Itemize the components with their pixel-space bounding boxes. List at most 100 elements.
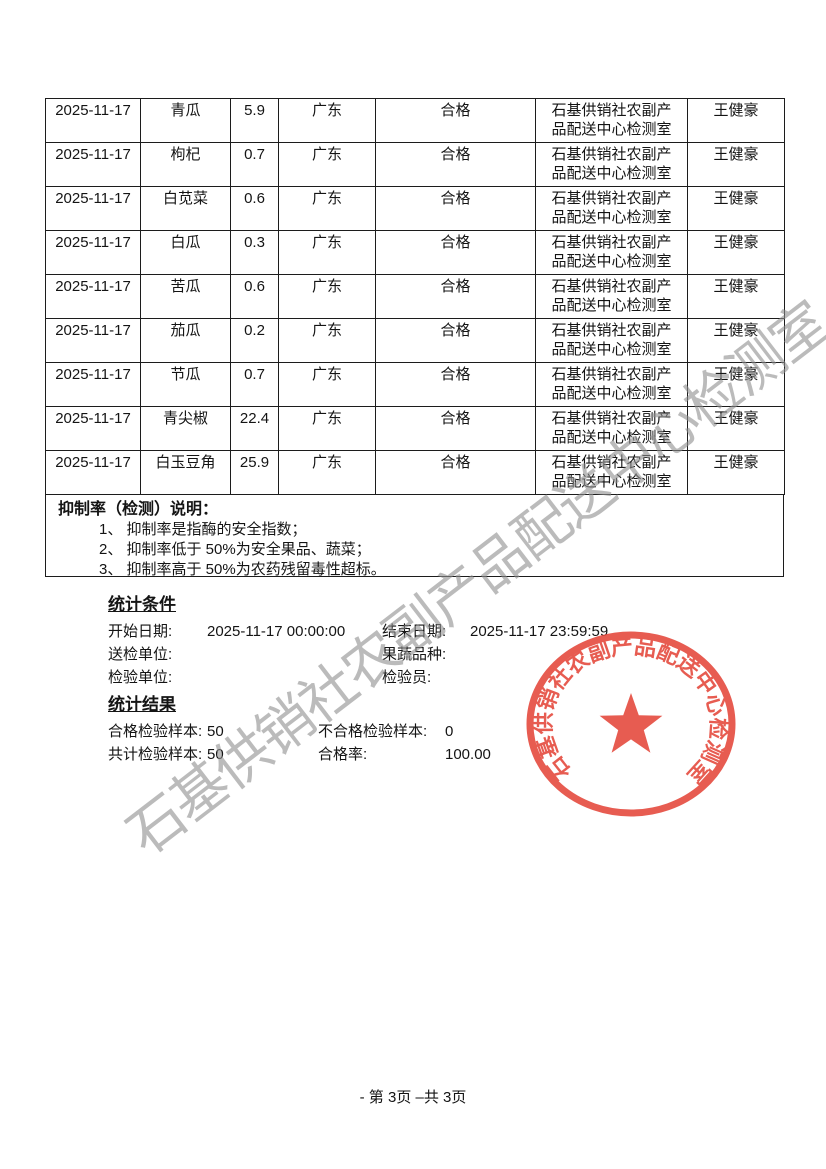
cell-region: 广东	[278, 406, 376, 451]
cell-product: 白玉豆角	[140, 450, 231, 495]
cell-inspector: 王健豪	[687, 230, 785, 275]
cell-region: 广东	[278, 98, 376, 143]
table-row: 2025-11-17 茄瓜 0.2 广东 合格 石基供销社农副产品配送中心检测室…	[45, 318, 785, 363]
org-text: 石基供销社农副产品配送中心检测室	[551, 234, 672, 270]
inhibition-rate-notes: 抑制率（检测）说明： 1、 抑制率是指酶的安全指数； 2、 抑制率低于 50%为…	[45, 494, 784, 578]
cell-region: 广东	[278, 362, 376, 407]
cell-date: 2025-11-17	[45, 362, 141, 407]
cell-inspector: 王健豪	[687, 318, 785, 363]
cell-result: 合格	[375, 318, 536, 363]
table-row: 2025-11-17 苦瓜 0.6 广东 合格 石基供销社农副产品配送中心检测室…	[45, 274, 785, 319]
cell-inspector: 王健豪	[687, 186, 785, 231]
cell-product: 茄瓜	[140, 318, 231, 363]
sender-unit-label: 送检单位:	[108, 646, 173, 663]
cell-date: 2025-11-17	[45, 98, 141, 143]
statistics-results: 统计结果 合格检验样本: 50 不合格检验样本: 0 共计检验样本: 50 合格…	[108, 695, 491, 766]
notes-item-3: 3、 抑制率高于 50%为农药残留毒性超标。	[99, 561, 386, 578]
pass-rate-value: 100.00	[445, 746, 491, 763]
cell-date: 2025-11-17	[45, 142, 141, 187]
cell-product: 枸杞	[140, 142, 231, 187]
notes-item-1: 1、 抑制率是指酶的安全指数；	[99, 521, 307, 538]
cell-value: 5.9	[230, 98, 279, 143]
cell-result: 合格	[375, 362, 536, 407]
cell-org: 石基供销社农副产品配送中心检测室	[535, 362, 688, 407]
cell-date: 2025-11-17	[45, 406, 141, 451]
cell-result: 合格	[375, 142, 536, 187]
cell-value: 0.7	[230, 362, 279, 407]
start-date-value: 2025-11-17 00:00:00	[207, 623, 346, 640]
table-row: 2025-11-17 白玉豆角 25.9 广东 合格 石基供销社农副产品配送中心…	[45, 450, 785, 495]
cell-org: 石基供销社农副产品配送中心检测室	[535, 142, 688, 187]
table-row: 2025-11-17 枸杞 0.7 广东 合格 石基供销社农副产品配送中心检测室…	[45, 142, 785, 187]
inspection-results-table: 2025-11-17 青瓜 5.9 广东 合格 石基供销社农副产品配送中心检测室…	[45, 98, 785, 495]
page-number: - 第 3页 –共 3页	[359, 1089, 467, 1106]
cell-inspector: 王健豪	[687, 98, 785, 143]
cell-date: 2025-11-17	[45, 230, 141, 275]
cell-date: 2025-11-17	[45, 186, 141, 231]
org-text: 石基供销社农副产品配送中心检测室	[551, 102, 672, 138]
total-samples-value: 50	[207, 746, 224, 763]
cell-result: 合格	[375, 230, 536, 275]
table-row: 2025-11-17 青尖椒 22.4 广东 合格 石基供销社农副产品配送中心检…	[45, 406, 785, 451]
table-row: 2025-11-17 节瓜 0.7 广东 合格 石基供销社农副产品配送中心检测室…	[45, 362, 785, 407]
org-text: 石基供销社农副产品配送中心检测室	[551, 190, 672, 226]
star-icon	[599, 693, 663, 753]
cell-org: 石基供销社农副产品配送中心检测室	[535, 186, 688, 231]
statistics-conditions: 统计条件 开始日期: 2025-11-17 00:00:00 结束日期: 202…	[108, 595, 608, 689]
cell-region: 广东	[278, 318, 376, 363]
cell-value: 0.7	[230, 142, 279, 187]
cell-product: 青尖椒	[140, 406, 231, 451]
cell-value: 0.6	[230, 186, 279, 231]
total-samples-label: 共计检验样本:	[108, 746, 203, 763]
stats-results-heading: 统计结果	[108, 695, 176, 714]
pass-rate-label: 合格率:	[318, 746, 368, 763]
cell-result: 合格	[375, 406, 536, 451]
cell-inspector: 王健豪	[687, 362, 785, 407]
table-row: 2025-11-17 白瓜 0.3 广东 合格 石基供销社农副产品配送中心检测室…	[45, 230, 785, 275]
failed-samples-label: 不合格检验样本:	[318, 723, 428, 740]
cell-region: 广东	[278, 142, 376, 187]
cell-result: 合格	[375, 98, 536, 143]
cell-inspector: 王健豪	[687, 274, 785, 319]
end-date-label: 结束日期:	[382, 623, 447, 640]
cell-product: 苦瓜	[140, 274, 231, 319]
notes-item-2: 2、 抑制率低于 50%为安全果品、蔬菜；	[99, 541, 371, 558]
cell-product: 节瓜	[140, 362, 231, 407]
cell-region: 广东	[278, 230, 376, 275]
cell-region: 广东	[278, 450, 376, 495]
cell-value: 0.6	[230, 274, 279, 319]
cell-region: 广东	[278, 274, 376, 319]
cell-date: 2025-11-17	[45, 274, 141, 319]
cell-org: 石基供销社农副产品配送中心检测室	[535, 274, 688, 319]
cell-inspector: 王健豪	[687, 450, 785, 495]
org-text: 石基供销社农副产品配送中心检测室	[551, 410, 672, 446]
cell-org: 石基供销社农副产品配送中心检测室	[535, 318, 688, 363]
cell-product: 青瓜	[140, 98, 231, 143]
cell-result: 合格	[375, 186, 536, 231]
cell-value: 25.9	[230, 450, 279, 495]
sender-unit-value	[207, 643, 382, 666]
cell-org: 石基供销社农副产品配送中心检测室	[535, 406, 688, 451]
cell-region: 广东	[278, 186, 376, 231]
org-text: 石基供销社农副产品配送中心检测室	[551, 322, 672, 358]
cell-inspector: 王健豪	[687, 142, 785, 187]
org-text: 石基供销社农副产品配送中心检测室	[551, 454, 672, 490]
cell-value: 0.3	[230, 230, 279, 275]
inspect-unit-value	[207, 666, 382, 689]
cell-result: 合格	[375, 450, 536, 495]
produce-type-label: 果蔬品种:	[382, 646, 447, 663]
end-date-value: 2025-11-17 23:59:59	[470, 623, 609, 640]
stats-results-grid: 合格检验样本: 50 不合格检验样本: 0 共计检验样本: 50 合格率: 10…	[108, 720, 491, 766]
start-date-label: 开始日期:	[108, 623, 173, 640]
notes-title: 抑制率（检测）说明：	[58, 501, 219, 518]
stats-conditions-heading: 统计条件	[108, 595, 176, 614]
cell-product: 白瓜	[140, 230, 231, 275]
org-text: 石基供销社农副产品配送中心检测室	[551, 278, 672, 314]
passed-samples-label: 合格检验样本:	[108, 723, 203, 740]
cell-value: 0.2	[230, 318, 279, 363]
inspector-value	[470, 666, 608, 689]
results-table-body: 2025-11-17 青瓜 5.9 广东 合格 石基供销社农副产品配送中心检测室…	[45, 98, 785, 495]
stats-conditions-grid: 开始日期: 2025-11-17 00:00:00 结束日期: 2025-11-…	[108, 620, 608, 689]
cell-org: 石基供销社农副产品配送中心检测室	[535, 450, 688, 495]
